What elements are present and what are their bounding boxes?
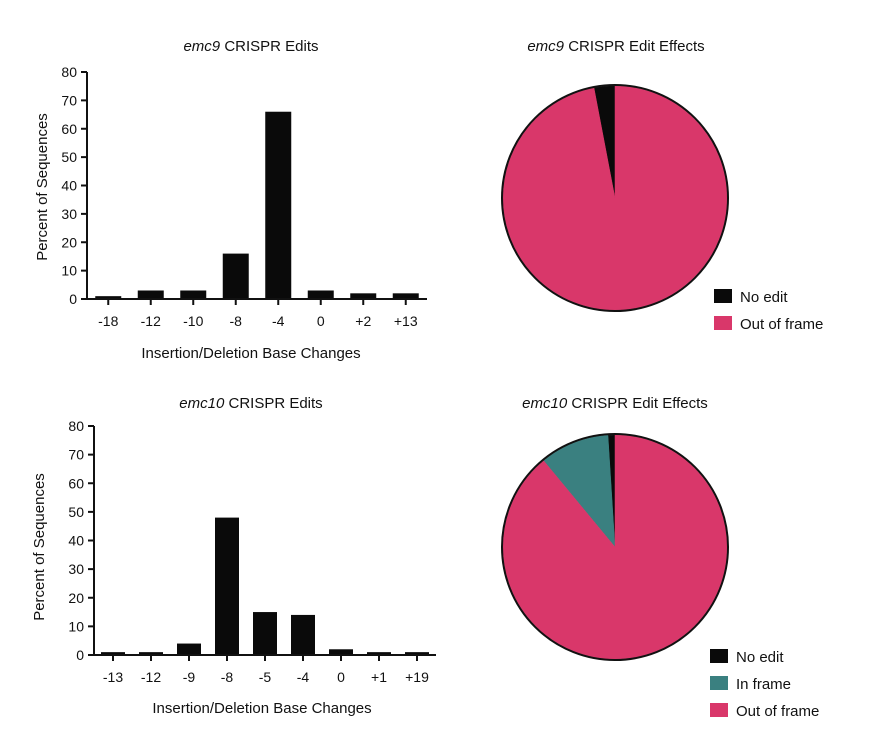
- y-tick-label: 50: [68, 504, 84, 520]
- y-tick-label: 10: [61, 263, 77, 279]
- y-tick-label: 70: [61, 92, 77, 108]
- bar-series: [95, 111, 419, 299]
- y-tick-label: 0: [69, 291, 77, 307]
- chart-title: emc10 CRISPR Edit Effects: [522, 395, 708, 412]
- y-axis-ticks: 0 10 20 30 40 50 60 70 80: [61, 64, 87, 307]
- x-tick-label: -12: [141, 669, 161, 685]
- bar: [95, 296, 122, 299]
- legend-swatch-in-frame: [710, 676, 728, 690]
- emc10-pie-chart: emc10 CRISPR Edit Effects No edit In fra…: [501, 395, 819, 720]
- y-tick-label: 60: [68, 475, 84, 491]
- y-tick-label: 40: [68, 533, 84, 549]
- y-tick-label: 30: [61, 206, 77, 222]
- bar: [253, 612, 277, 655]
- chart-title: emc10 CRISPR Edits: [179, 395, 322, 412]
- x-tick-label: -13: [103, 669, 123, 685]
- bar: [137, 290, 164, 299]
- x-axis-label: Insertion/Deletion Base Changes: [152, 700, 371, 717]
- legend-label-no-edit: No edit: [740, 289, 788, 306]
- legend-label-no-edit: No edit: [736, 649, 784, 666]
- bar: [307, 290, 334, 299]
- y-axis-label: Percent of Sequences: [31, 473, 48, 621]
- y-tick-label: 10: [68, 618, 84, 634]
- bar: [222, 253, 249, 299]
- y-axis-label: Percent of Sequences: [34, 113, 51, 261]
- pie-slice-out-of-frame: [502, 85, 728, 311]
- x-tick-label: -18: [98, 313, 118, 329]
- pie-outline: [501, 433, 729, 661]
- pie-slices: [502, 434, 728, 660]
- x-tick-label: +2: [355, 313, 371, 329]
- pie-slice-out-of-frame: [502, 434, 728, 660]
- x-tick-label: -10: [183, 313, 203, 329]
- y-tick-label: 80: [68, 418, 84, 434]
- x-axis-ticks: -18 -12 -10 -8 -4 0 +2 +13: [98, 299, 418, 329]
- legend-swatch-no-edit: [710, 649, 728, 663]
- legend-swatch-out-of-frame: [710, 703, 728, 717]
- x-axis-label: Insertion/Deletion Base Changes: [141, 345, 360, 362]
- legend-label-out-of-frame: Out of frame: [740, 316, 823, 333]
- y-tick-label: 50: [61, 149, 77, 165]
- x-tick-label: -4: [272, 313, 285, 329]
- legend-label-in-frame: In frame: [736, 676, 791, 693]
- y-tick-label: 20: [61, 234, 77, 250]
- x-tick-label: +13: [394, 313, 418, 329]
- bar: [405, 652, 429, 655]
- x-tick-label: +1: [371, 669, 387, 685]
- pie-outline: [501, 84, 729, 312]
- x-tick-label: -8: [221, 669, 234, 685]
- x-tick-label: -5: [259, 669, 272, 685]
- x-tick-label: -4: [297, 669, 310, 685]
- bar: [177, 643, 201, 655]
- x-tick-label: 0: [317, 313, 325, 329]
- bar: [367, 652, 391, 655]
- bar: [291, 614, 315, 655]
- emc10-bar-chart: emc10 CRISPR Edits Percent of Sequences …: [31, 395, 436, 717]
- x-tick-label: -9: [183, 669, 196, 685]
- bar: [180, 290, 207, 299]
- x-tick-label: +19: [405, 669, 429, 685]
- legend-swatch-out-of-frame: [714, 316, 732, 330]
- legend: No edit Out of frame: [714, 289, 823, 333]
- legend-swatch-no-edit: [714, 289, 732, 303]
- y-tick-label: 60: [61, 121, 77, 137]
- bar: [101, 652, 125, 655]
- y-tick-label: 70: [68, 447, 84, 463]
- x-axis-ticks: -13 -12 -9 -8 -5 -4 0 +1 +19: [103, 655, 429, 685]
- y-tick-label: 20: [68, 590, 84, 606]
- pie-slices: [502, 85, 728, 311]
- y-tick-label: 30: [68, 561, 84, 577]
- emc9-pie-chart: emc9 CRISPR Edit Effects No edit Out of …: [501, 38, 823, 333]
- y-axis-ticks: 0 10 20 30 40 50 60 70 80: [68, 418, 94, 663]
- bar: [139, 652, 163, 655]
- bar: [265, 111, 292, 299]
- legend-label-out-of-frame: Out of frame: [736, 703, 819, 720]
- legend: No edit In frame Out of frame: [710, 649, 819, 720]
- y-tick-label: 0: [76, 647, 84, 663]
- bar: [392, 293, 419, 299]
- bar-series: [101, 517, 429, 655]
- y-tick-label: 80: [61, 64, 77, 80]
- bar: [350, 293, 377, 299]
- x-tick-label: 0: [337, 669, 345, 685]
- chart-title: emc9 CRISPR Edits: [183, 38, 318, 55]
- bar: [215, 517, 239, 655]
- chart-title: emc9 CRISPR Edit Effects: [527, 38, 704, 55]
- emc9-bar-chart: emc9 CRISPR Edits Percent of Sequences I…: [34, 38, 427, 362]
- x-tick-label: -8: [230, 313, 243, 329]
- x-tick-label: -12: [141, 313, 161, 329]
- y-tick-label: 40: [61, 178, 77, 194]
- bar: [329, 649, 353, 655]
